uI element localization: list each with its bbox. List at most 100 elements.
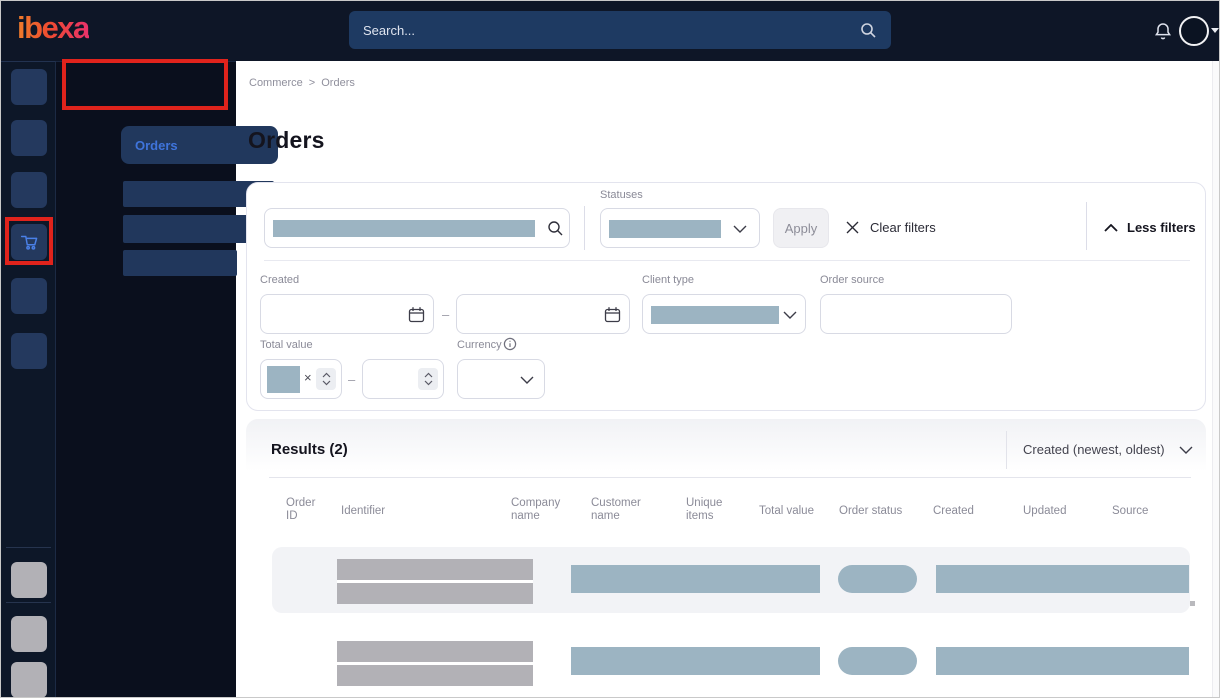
- value-range-dash: –: [348, 372, 356, 387]
- search-icon[interactable]: [860, 22, 877, 39]
- nav-icon-placeholder-7[interactable]: [11, 616, 47, 652]
- calendar-icon[interactable]: [604, 306, 621, 323]
- number-stepper[interactable]: [316, 368, 336, 390]
- redacted-identifier-cell: [337, 559, 533, 604]
- nav-icon-placeholder-3[interactable]: [11, 172, 47, 208]
- nav-icon-placeholder-2[interactable]: [11, 120, 47, 156]
- chevron-up-icon: [1104, 223, 1118, 232]
- redacted-bar-gap: [337, 662, 533, 665]
- redacted-min-value: [267, 366, 300, 393]
- statuses-dropdown[interactable]: [600, 208, 760, 248]
- search-icon[interactable]: [547, 220, 564, 237]
- filters-panel: Statuses Apply Clear filters Less filter…: [246, 182, 1206, 411]
- created-from-input[interactable]: [260, 294, 434, 334]
- statuses-label: Statuses: [600, 189, 643, 201]
- user-avatar[interactable]: [1179, 16, 1209, 46]
- sort-dropdown[interactable]: Created (newest, oldest): [1023, 442, 1193, 457]
- table-row[interactable]: [272, 629, 1190, 695]
- clear-value-icon[interactable]: ×: [304, 370, 312, 385]
- resize-handle-artifact: [1190, 601, 1195, 606]
- results-header-band: [246, 419, 1206, 477]
- nav-icon-placeholder-4[interactable]: [11, 278, 47, 314]
- icon-rail: [1, 61, 56, 697]
- breadcrumb-commerce[interactable]: Commerce: [249, 77, 303, 89]
- chevron-down-icon: [520, 376, 534, 384]
- breadcrumb-separator: >: [308, 77, 316, 89]
- chevron-down-icon: [733, 225, 747, 233]
- notifications-bell-icon[interactable]: [1153, 21, 1173, 42]
- redacted-bar: [337, 665, 533, 686]
- client-type-dropdown[interactable]: [642, 294, 806, 334]
- col-company-name: Company name: [511, 497, 561, 522]
- rail-divider: [6, 602, 51, 603]
- col-identifier: Identifier: [341, 505, 386, 517]
- chevron-down-icon: [1179, 446, 1193, 454]
- redacted-customer-cell: [571, 647, 820, 675]
- page-title: Orders: [248, 127, 325, 153]
- number-stepper[interactable]: [418, 368, 438, 390]
- clear-filters-label: Clear filters: [870, 220, 936, 235]
- redacted-bar: [337, 641, 533, 662]
- menu-item-placeholder-3[interactable]: [123, 250, 237, 276]
- total-value-max-input[interactable]: [362, 359, 444, 399]
- col-updated: Updated: [1023, 505, 1067, 517]
- nav-commerce-cart[interactable]: [11, 224, 47, 260]
- total-value-min-input[interactable]: ×: [260, 359, 342, 399]
- redacted-status-badge: [838, 647, 917, 675]
- annotation-box-orders: [62, 59, 228, 110]
- less-filters-toggle[interactable]: Less filters: [1104, 220, 1196, 235]
- table-body: [272, 547, 1190, 697]
- rail-divider: [6, 547, 51, 548]
- currency-label: Currency: [457, 339, 502, 351]
- vertical-scrollbar[interactable]: [1212, 61, 1219, 697]
- menu-item-orders-label: Orders: [135, 137, 178, 153]
- redacted-client-type-value: [651, 306, 779, 324]
- calendar-icon[interactable]: [408, 306, 425, 323]
- redacted-bar: [337, 583, 533, 604]
- top-bar: ibexa: [1, 1, 1219, 61]
- nav-icon-placeholder-6[interactable]: [11, 562, 47, 598]
- col-created: Created: [933, 505, 974, 517]
- created-label: Created: [260, 274, 300, 286]
- menu-item-orders[interactable]: Orders: [121, 126, 278, 164]
- redacted-search-value: [273, 220, 535, 237]
- date-range-dash: –: [442, 307, 450, 322]
- col-order-id: Order ID: [286, 497, 316, 522]
- results-title: Results (2): [271, 441, 348, 458]
- table-row[interactable]: [272, 547, 1190, 613]
- redacted-dates-cell: [936, 647, 1189, 675]
- results-separator: [269, 477, 1191, 478]
- clear-filters-button[interactable]: Clear filters: [845, 220, 936, 235]
- nav-icon-placeholder-8[interactable]: [11, 662, 47, 697]
- filters-separator: [264, 260, 1190, 261]
- created-to-input[interactable]: [456, 294, 630, 334]
- breadcrumb: Commerce > Orders: [249, 77, 355, 89]
- annotation-box-cart: [5, 217, 53, 265]
- order-source-label: Order source: [820, 274, 885, 286]
- redacted-statuses-value: [609, 220, 721, 238]
- breadcrumb-orders[interactable]: Orders: [321, 77, 355, 89]
- cart-icon: [20, 235, 38, 250]
- redacted-status-badge: [838, 565, 917, 593]
- filter-divider: [1086, 202, 1087, 250]
- close-icon: [846, 221, 859, 234]
- nav-icon-placeholder-5[interactable]: [11, 333, 47, 369]
- nav-icon-placeholder-1[interactable]: [11, 69, 47, 105]
- redacted-dates-cell: [936, 565, 1189, 593]
- currency-dropdown[interactable]: [457, 359, 545, 399]
- user-menu-caret-icon[interactable]: [1211, 28, 1219, 33]
- global-search: [349, 11, 891, 49]
- secondary-menu-panel: Orders: [56, 61, 278, 697]
- sort-divider: [1006, 431, 1007, 469]
- filter-divider: [584, 206, 585, 250]
- global-search-input[interactable]: [349, 22, 860, 38]
- ibexa-logo: ibexa: [17, 10, 90, 45]
- chevron-down-icon: [783, 311, 797, 319]
- order-source-input[interactable]: [820, 294, 1012, 334]
- apply-button[interactable]: Apply: [773, 208, 829, 248]
- filter-search-input[interactable]: [264, 208, 570, 248]
- client-type-label: Client type: [642, 274, 694, 286]
- redacted-customer-cell: [571, 565, 820, 593]
- info-icon[interactable]: [503, 337, 517, 351]
